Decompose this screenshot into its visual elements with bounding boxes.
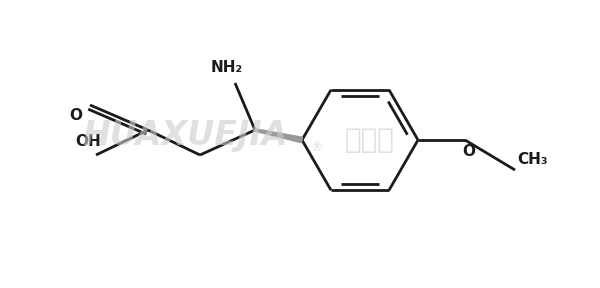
Polygon shape (255, 129, 302, 143)
Text: 化学加: 化学加 (345, 126, 395, 154)
Text: HUAXUEJIA: HUAXUEJIA (82, 120, 288, 153)
Text: OH: OH (75, 134, 101, 149)
Text: NH₂: NH₂ (211, 60, 243, 75)
Text: O: O (70, 107, 83, 122)
Text: O: O (463, 145, 476, 160)
Text: CH₃: CH₃ (518, 153, 548, 168)
Text: ®: ® (310, 141, 322, 154)
